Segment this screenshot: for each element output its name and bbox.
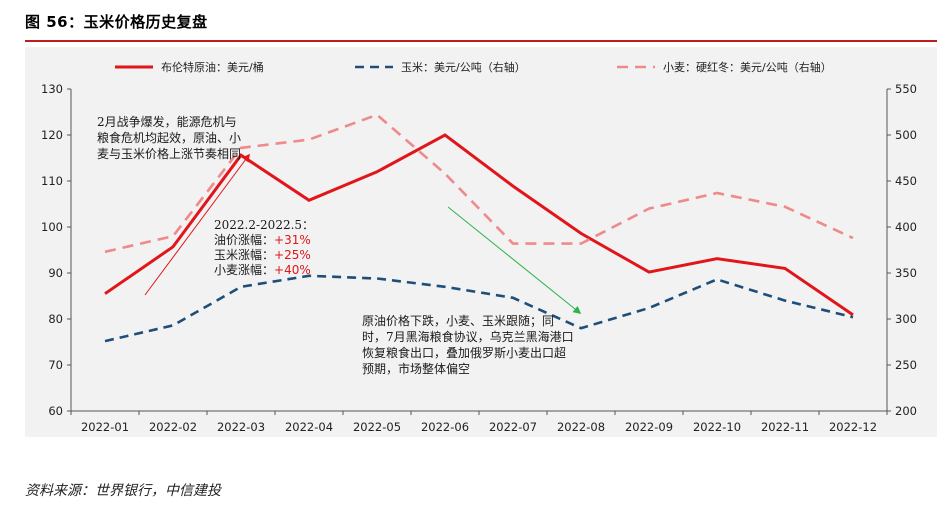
annotation-gain-wheat: 小麦涨幅：+40% [214, 263, 314, 278]
series-line-1 [104, 274, 854, 343]
annotation-gain-corn-label: 玉米涨幅： [214, 248, 275, 262]
annotation-war-outbreak: 2月战争爆发，能源危机与粮食危机均起效，原油、小麦与玉米价格上涨节奏相同 [97, 115, 242, 161]
left-tick-label: 120 [41, 128, 63, 142]
price-history-chart: 60 70 80 90 100 110 120 130 200 250 300 350 400 450 50… [41, 60, 917, 434]
x-tick-label: 2022-05 [353, 420, 401, 434]
annotation-gain-corn: 玉米涨幅：+25% [214, 248, 314, 263]
figure-title: 图 56：玉米价格历史复盘 [25, 13, 208, 31]
annotation-gains-range: 2022.2-2022.5： [214, 218, 315, 232]
right-tick-label: 250 [895, 358, 917, 372]
chart-panel: 60 70 80 90 100 110 120 130 200 250 300 350 400 450 50… [25, 47, 937, 437]
annotation-price-gains: 2022.2-2022.5： 油价涨幅：+31% 玉米涨幅：+25% 小麦涨幅：… [214, 218, 314, 278]
x-tick-label: 2022-08 [557, 420, 605, 434]
annotation-gain-oil-label: 油价涨幅： [214, 233, 275, 247]
x-tick-label: 2022-11 [761, 420, 809, 434]
legend-label-2: 小麦：硬红冬：美元/公吨（右轴） [663, 60, 832, 74]
series-line-2 [104, 113, 854, 254]
right-tick-label: 450 [895, 174, 917, 188]
x-tick-label: 2022-04 [285, 420, 333, 434]
annotation-price-decline: 原油价格下跌，小麦、玉米跟随；同时，7月黑海粮食协议，乌克兰黑海港口恢复粮食出口… [362, 314, 574, 376]
legend-label-0: 布伦特原油：美元/桶 [161, 60, 264, 74]
annotation-gain-wheat-value: +40% [274, 263, 311, 277]
annotation-gain-oil: 油价涨幅：+31% [214, 233, 314, 248]
arrow-decline-icon [447, 206, 582, 315]
right-tick-label: 350 [895, 266, 917, 280]
right-tick-label: 550 [895, 82, 917, 96]
right-tick-label: 400 [895, 220, 917, 234]
right-tick-label: 200 [895, 404, 917, 418]
legend-label-1: 玉米：美元/公吨（右轴） [401, 60, 526, 74]
title-divider [25, 40, 937, 42]
left-tick-label: 80 [48, 312, 63, 326]
x-tick-label: 2022-10 [693, 420, 741, 434]
right-tick-label: 500 [895, 128, 917, 142]
right-tick-label: 300 [895, 312, 917, 326]
x-tick-label: 2022-01 [81, 420, 129, 434]
left-tick-label: 70 [48, 358, 63, 372]
left-tick-label: 90 [48, 266, 63, 280]
left-tick-label: 100 [41, 220, 63, 234]
x-tick-label: 2022-07 [489, 420, 537, 434]
left-tick-label: 110 [41, 174, 63, 188]
source-note: 资料来源：世界银行，中信建投 [25, 483, 221, 499]
annotation-gain-oil-value: +31% [274, 233, 311, 247]
series-line-0 [104, 133, 854, 317]
left-tick-label: 60 [48, 404, 63, 418]
x-tick-label: 2022-02 [149, 420, 197, 434]
x-tick-label: 2022-03 [217, 420, 265, 434]
arrow-rise-icon [144, 153, 250, 296]
x-tick-label: 2022-06 [421, 420, 469, 434]
left-tick-label: 130 [41, 82, 63, 96]
annotation-gain-wheat-label: 小麦涨幅： [214, 263, 275, 277]
annotation-gain-corn-value: +25% [274, 248, 311, 262]
x-tick-label: 2022-09 [625, 420, 673, 434]
x-tick-label: 2022-12 [829, 420, 877, 434]
